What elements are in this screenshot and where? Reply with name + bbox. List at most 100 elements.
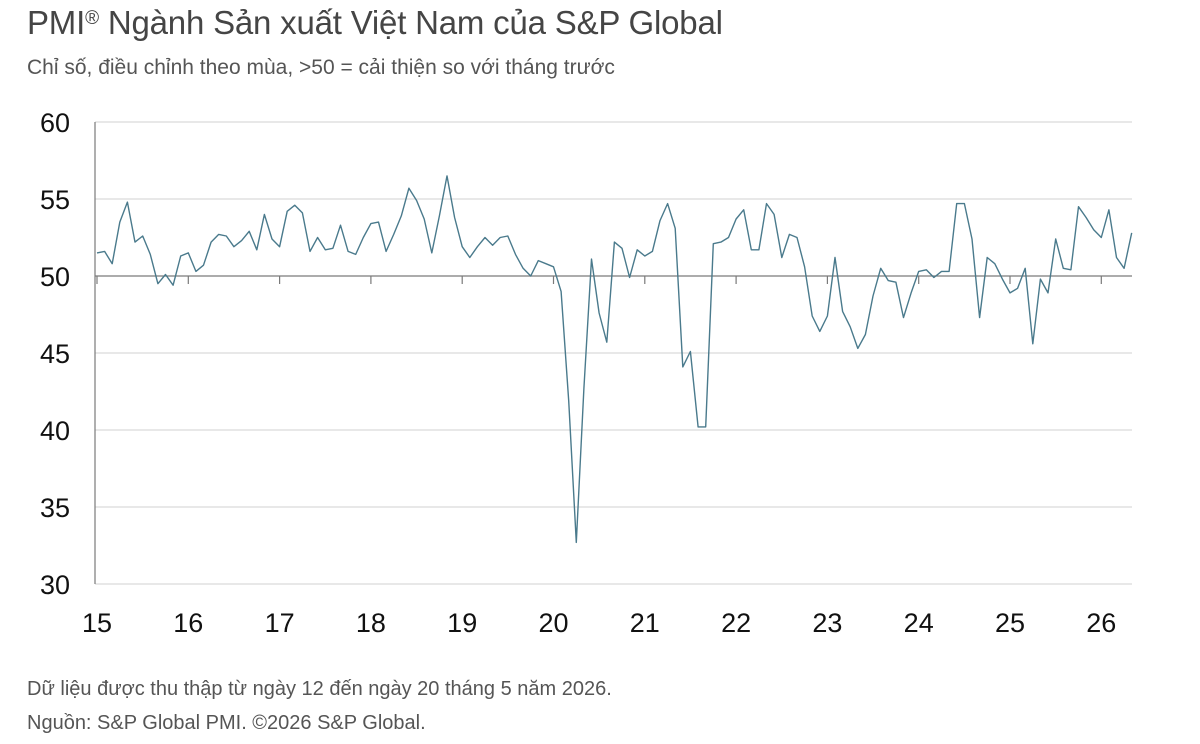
data-point [134, 241, 136, 243]
data-point [172, 284, 174, 286]
data-point [575, 541, 577, 543]
data-point [978, 316, 980, 318]
data-point [537, 259, 539, 261]
data-point [332, 247, 334, 249]
y-tick-label-50: 50 [40, 262, 70, 292]
data-point [1032, 343, 1034, 345]
data-point [103, 250, 105, 252]
data-point [773, 213, 775, 215]
data-point [1039, 278, 1041, 280]
gridlines [95, 121, 1132, 585]
data-point [956, 202, 958, 204]
data-point [1100, 236, 1102, 238]
data-point [925, 269, 927, 271]
data-point [1055, 238, 1057, 240]
data-point [111, 263, 113, 265]
data-point [1070, 269, 1072, 271]
chart-title: PMI® Ngành Sản xuất Việt Nam của S&P Glo… [27, 4, 723, 42]
data-point [568, 400, 570, 402]
series-line-pmi [96, 175, 1133, 544]
data-point [963, 202, 965, 204]
chart-subtitle: Chỉ số, điều chỉnh theo mùa, >50 = cải t… [27, 56, 615, 79]
data-point [933, 276, 935, 278]
x-tick-label-16: 16 [173, 608, 203, 638]
title-text: PMI [27, 4, 86, 41]
data-point [940, 270, 942, 272]
data-point [423, 218, 425, 220]
data-point [621, 247, 623, 249]
data-point [164, 273, 166, 275]
x-tick-label-21: 21 [630, 608, 660, 638]
data-point [857, 347, 859, 349]
source-note: Nguồn: S&P Global PMI. ©2026 S&P Global. [27, 712, 426, 734]
data-point [613, 241, 615, 243]
data-point [636, 249, 638, 251]
data-point [712, 243, 714, 245]
y-tick-label-60: 60 [40, 108, 70, 138]
data-point [1062, 267, 1064, 269]
data-point [887, 279, 889, 281]
data-point [628, 276, 630, 278]
data-point [210, 241, 212, 243]
data-point [225, 235, 227, 237]
data-point [834, 256, 836, 258]
data-point [271, 238, 273, 240]
x-tick-label-22: 22 [721, 608, 751, 638]
data-point [552, 266, 554, 268]
data-point [674, 227, 676, 229]
data-point [560, 290, 562, 292]
data-point [819, 330, 821, 332]
pmi-line-chart: 30 35 40 45 50 55 60 15 16 17 18 19 20 21 22 23 24 25 26 [40, 108, 1133, 638]
data-point [157, 283, 159, 285]
data-point [180, 255, 182, 257]
y-tick-label-55: 55 [40, 185, 70, 215]
data-point [119, 221, 121, 223]
data-point [796, 236, 798, 238]
data-point [918, 270, 920, 272]
data-point [218, 233, 220, 235]
data-point [720, 241, 722, 243]
data-point [240, 239, 242, 241]
x-tick-label-25: 25 [995, 608, 1025, 638]
data-point [187, 252, 189, 254]
data-point [1093, 229, 1095, 231]
data-point [431, 252, 433, 254]
tick-labels: 30 35 40 45 50 55 60 15 16 17 18 19 20 21 22 23 24 25 26 [40, 108, 1116, 638]
series-layer [96, 175, 1133, 544]
data-point [514, 253, 516, 255]
data-point [1077, 206, 1079, 208]
data-point [294, 204, 296, 206]
data-point [149, 253, 151, 255]
y-tick-label-30: 30 [40, 570, 70, 600]
data-point [743, 209, 745, 211]
data-point [499, 236, 501, 238]
data-point [1085, 216, 1087, 218]
data-point [659, 219, 661, 221]
data-point [682, 366, 684, 368]
data-point [316, 236, 318, 238]
data-point [750, 249, 752, 251]
data-point [666, 202, 668, 204]
data-point [895, 281, 897, 283]
data-point [484, 236, 486, 238]
data-point [248, 230, 250, 232]
data-point [971, 238, 973, 240]
data-point [727, 236, 729, 238]
data-point [355, 253, 357, 255]
data-point [1024, 267, 1026, 269]
data-point [705, 426, 707, 428]
data-point [803, 266, 805, 268]
data-point [872, 295, 874, 297]
data-point [142, 235, 144, 237]
data-point [910, 292, 912, 294]
data-point [469, 256, 471, 258]
data-point [902, 316, 904, 318]
data-point [1131, 232, 1133, 234]
x-tick-label-17: 17 [265, 608, 295, 638]
data-point [415, 199, 417, 201]
data-point [735, 218, 737, 220]
data-point [195, 270, 197, 272]
data-point [1108, 209, 1110, 211]
data-point [689, 350, 691, 352]
data-point [324, 249, 326, 251]
